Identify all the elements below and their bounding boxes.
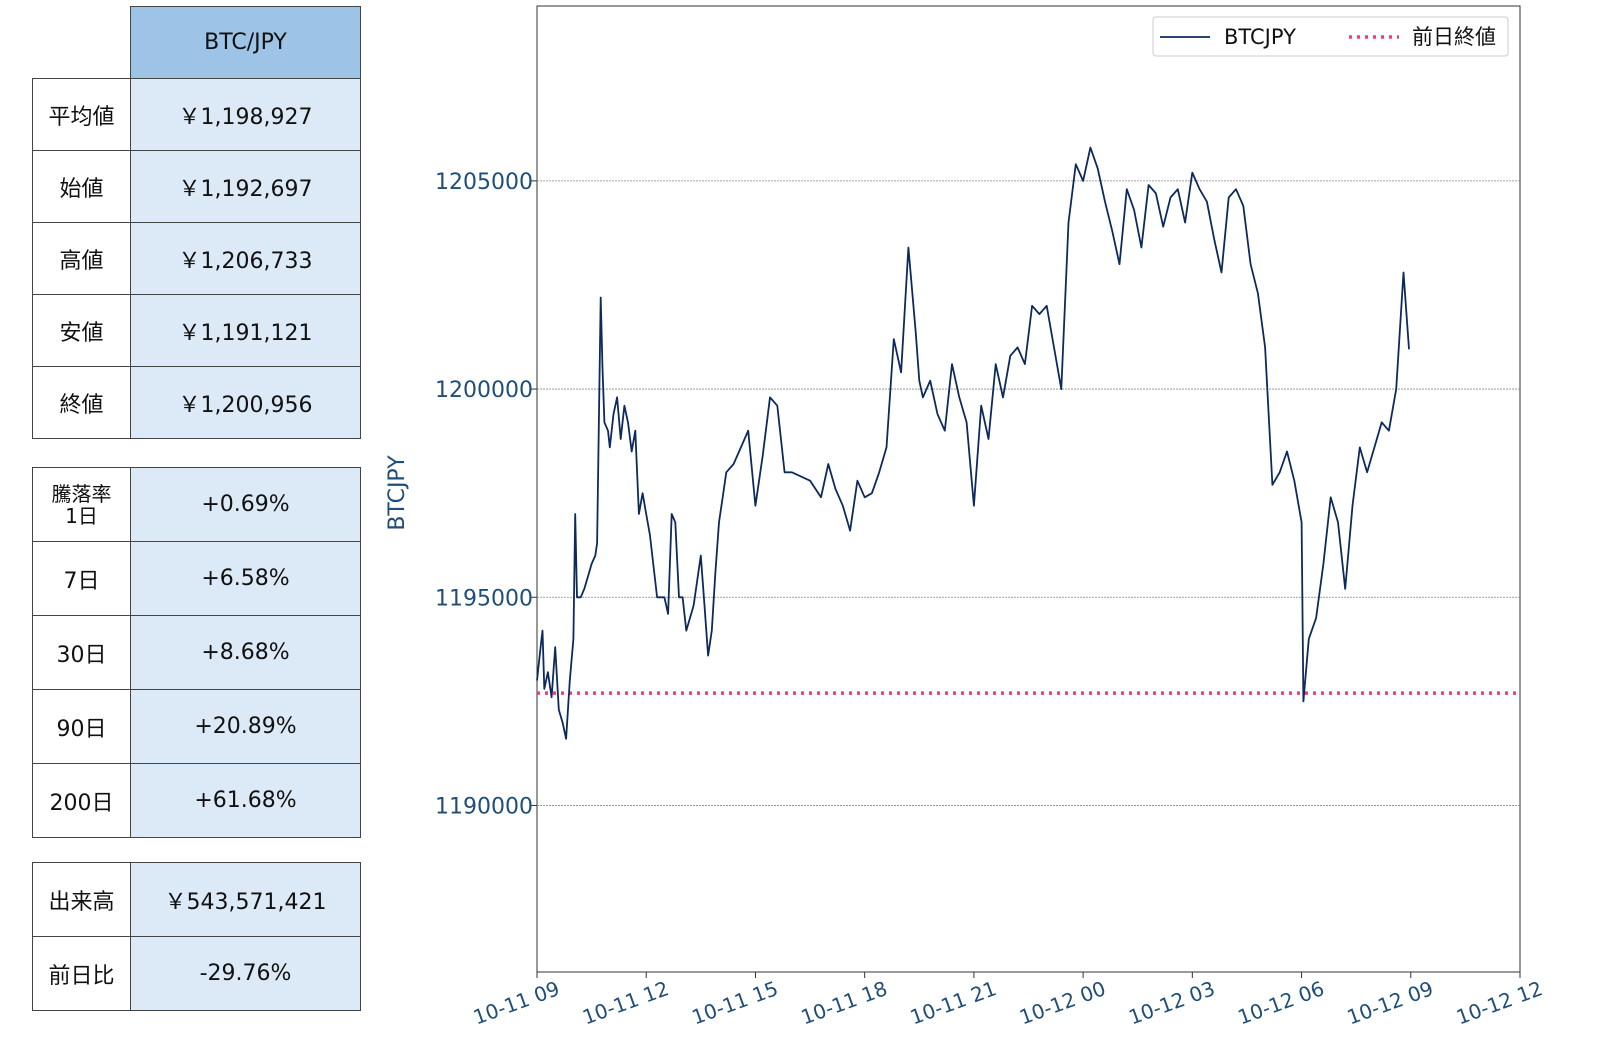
change-row-30d: 30日 +8.68%: [32, 615, 361, 690]
row-label: 7日: [32, 541, 131, 616]
legend-label-prev-close: 前日終値: [1412, 25, 1496, 49]
btcjpy-line: [536, 146, 1410, 740]
summary-row-average: 平均値 ￥1,198,927: [32, 78, 361, 151]
y-tick-label: 1200000: [435, 378, 533, 403]
x-tick-label: 10-11 15: [688, 976, 781, 1029]
legend: BTCJPY 前日終値: [1152, 16, 1509, 57]
row-label: 終値: [32, 366, 131, 439]
summary-row-high: 高値 ￥1,206,733: [32, 222, 361, 295]
y-tick-label: 1205000: [435, 170, 533, 195]
row-value: +0.69%: [130, 467, 361, 542]
change-rate-table: 騰落率 1日 +0.69% 7日 +6.58% 30日 +8.68% 90日 +…: [32, 467, 361, 838]
y-tick-label: 1195000: [435, 586, 533, 611]
x-tick-label: 10-11 18: [798, 976, 891, 1029]
x-tick-label: 10-11 12: [579, 976, 672, 1029]
row-value: +20.89%: [130, 689, 361, 764]
row-value: +6.58%: [130, 541, 361, 616]
change-rate-title: 騰落率: [51, 481, 112, 506]
change-row-7d: 7日 +6.58%: [32, 541, 361, 616]
legend-label-btcjpy: BTCJPY: [1224, 25, 1296, 49]
x-tick-label: 10-12 03: [1125, 976, 1218, 1029]
row-label: 平均値: [32, 78, 131, 151]
row-label: 30日: [32, 615, 131, 690]
change-row-1d: 騰落率 1日 +0.69%: [32, 467, 361, 542]
summary-row-open: 始値 ￥1,192,697: [32, 150, 361, 223]
summary-row-close: 終値 ￥1,200,956: [32, 366, 361, 439]
row-value: -29.76%: [130, 936, 361, 1011]
y-tick-label: 1190000: [435, 794, 533, 819]
x-tick-label: 10-11 09: [470, 976, 563, 1029]
x-tick-label: 10-12 12: [1453, 976, 1546, 1029]
row-value: ￥543,571,421: [130, 862, 361, 937]
x-tick-label: 10-12 00: [1016, 976, 1109, 1029]
row-value: ￥1,191,121: [130, 294, 361, 367]
row-label: 騰落率 1日: [32, 467, 131, 542]
summary-header-row: BTC/JPY: [33, 6, 361, 79]
row-label: 90日: [32, 689, 131, 764]
row-value: ￥1,192,697: [130, 150, 361, 223]
y-axis-label: BTCJPY: [385, 455, 410, 531]
row-label: 始値: [32, 150, 131, 223]
y-axis: 1190000 1195000 1200000 1205000: [435, 170, 537, 819]
row-value: ￥1,200,956: [130, 366, 361, 439]
row-label: 200日: [32, 763, 131, 838]
row-value: +8.68%: [130, 615, 361, 690]
row-value: ￥1,198,927: [130, 78, 361, 151]
volume-change-row: 前日比 -29.76%: [32, 936, 361, 1011]
summary-table: BTC/JPY 平均値 ￥1,198,927 始値 ￥1,192,697 高値 …: [32, 6, 361, 439]
change-row-200d: 200日 +61.68%: [32, 763, 361, 838]
legend-box: [1152, 16, 1509, 57]
row-label: 出来高: [32, 862, 131, 937]
summary-header-pair: BTC/JPY: [130, 6, 361, 79]
volume-row: 出来高 ￥543,571,421: [32, 862, 361, 937]
row-label: 高値: [32, 222, 131, 295]
row-label: 前日比: [32, 936, 131, 1011]
series-layer: [536, 146, 1520, 740]
row-label: 安値: [32, 294, 131, 367]
row-value: ￥1,206,733: [130, 222, 361, 295]
x-tick-label: 10-11 21: [907, 976, 1000, 1029]
summary-header-blank: [33, 7, 131, 79]
plot-area: [536, 5, 1521, 973]
change-1d-label: 1日: [65, 503, 98, 528]
x-tick-label: 10-12 06: [1235, 976, 1328, 1029]
x-axis: 10-11 09 10-11 12 10-11 15 10-11 18 10-11 21…: [470, 972, 1546, 1029]
grid-lines: [537, 180, 1520, 806]
summary-row-low: 安値 ￥1,191,121: [32, 294, 361, 367]
row-value: +61.68%: [130, 763, 361, 838]
volume-table: 出来高 ￥543,571,421 前日比 -29.76%: [32, 862, 361, 1011]
x-tick-label: 10-12 09: [1344, 976, 1437, 1029]
change-row-90d: 90日 +20.89%: [32, 689, 361, 764]
